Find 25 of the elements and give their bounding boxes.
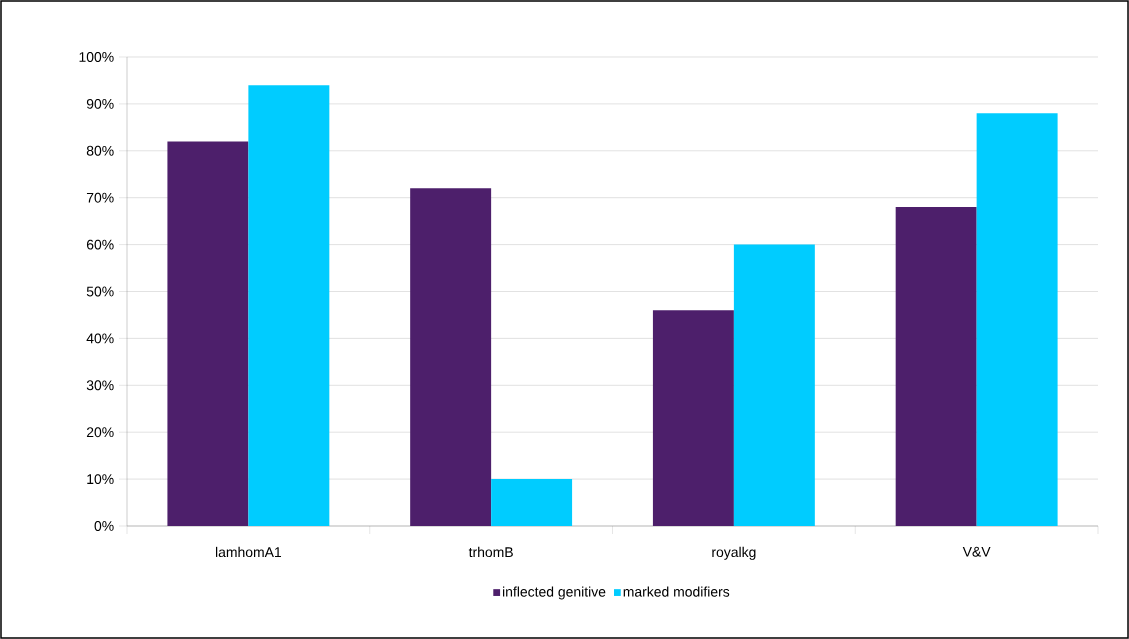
bar (167, 141, 249, 526)
y-tick-label: 100% (79, 52, 114, 62)
bar (248, 85, 330, 526)
y-tick-label: 70% (86, 192, 114, 203)
x-tick-label: lamhomA1 (215, 546, 282, 558)
bar (976, 113, 1058, 526)
x-tick-label: V&V (962, 546, 991, 557)
x-tick-label: royalkg (712, 546, 756, 560)
y-tick-label: 40% (86, 333, 114, 344)
y-tick-label: 20% (86, 427, 114, 438)
y-tick-label: 50% (86, 286, 114, 297)
y-tick-label: 30% (86, 380, 114, 391)
y-tick-label: 90% (86, 98, 114, 109)
y-tick-label: 10% (87, 474, 114, 485)
legend-label: marked modifiers (623, 586, 730, 597)
bar (895, 207, 977, 526)
y-tick-label: 0% (94, 521, 114, 531)
bar (410, 188, 492, 526)
bar (733, 244, 815, 526)
x-tick-label: trhomB (468, 546, 513, 558)
bar (652, 310, 734, 526)
y-tick-label: 60% (86, 239, 114, 250)
legend-label: inflected genitive (503, 586, 606, 600)
y-tick-label: 80% (86, 145, 114, 156)
bar (491, 479, 573, 526)
